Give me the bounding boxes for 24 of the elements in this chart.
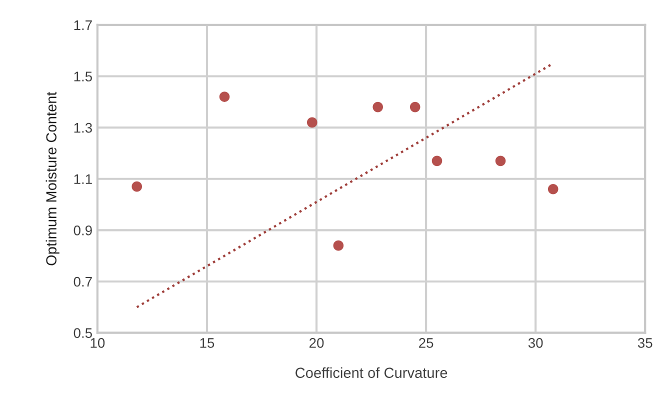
y-tick-label: 0.9	[74, 226, 92, 236]
y-tick-label: 1.3	[74, 122, 92, 133]
y-tick-label: 0.7	[74, 276, 92, 287]
point	[219, 92, 230, 102]
x-tick-label: 25	[419, 338, 434, 348]
y-tick-label: 0.5	[74, 328, 92, 338]
point	[432, 156, 442, 166]
point	[410, 102, 420, 112]
point	[306, 117, 318, 128]
y-tick-label: 1.1	[74, 174, 92, 184]
x-tick-label: 10	[90, 338, 105, 348]
point	[372, 102, 384, 112]
y-tick-label: 1.7	[74, 20, 92, 30]
x-tick-label: 15	[200, 338, 214, 348]
point	[495, 156, 506, 166]
point	[548, 184, 558, 194]
y-axis-title: Optimum Moisture Content	[46, 92, 60, 266]
x-tick-label: 30	[528, 338, 543, 348]
point	[132, 181, 142, 192]
x-tick-label: 35	[638, 338, 652, 348]
x-tick-label: 20	[309, 338, 324, 348]
y-tick-label: 1.5	[74, 72, 92, 82]
point	[333, 240, 344, 251]
x-axis-title: Coefficient of Curvature	[296, 367, 448, 378]
